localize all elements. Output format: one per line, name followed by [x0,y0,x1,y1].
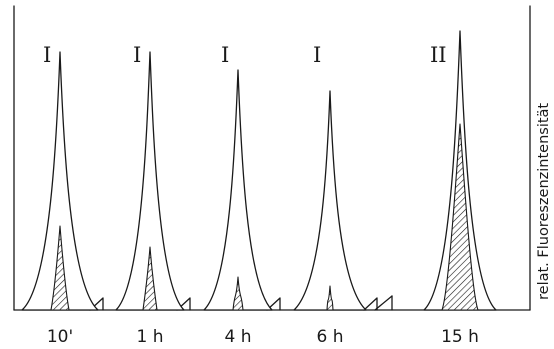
inner-peak-4 [326,285,334,311]
inner-peak-2 [142,246,158,311]
panel-divider-3 [266,297,281,311]
panel-divider-lead-15h [374,295,393,311]
fraction-label-2: I [133,43,141,67]
panels-layer: I 10' I 1 h I 4 h I 6 h II 15 h [13,30,531,347]
inner-peak-5 [441,123,479,311]
time-label-1: 10' [47,327,73,347]
time-label-5: 15 h [441,327,479,347]
peak-outline-2 [115,51,185,311]
inner-peak-1 [50,225,70,311]
peak-outline-4 [293,90,367,311]
time-label-4: 6 h [317,327,344,347]
y-axis-label: relat. Fluoreszenzintensität [536,103,552,300]
fraction-label-5: II [430,43,447,67]
fraction-label-3: I [221,43,229,67]
panel-divider-4 [363,297,378,311]
inner-peak-3 [232,276,244,311]
peak-outline-1 [21,51,99,311]
time-label-3: 4 h [225,327,252,347]
fraction-label-1: I [43,43,51,67]
peak-outline-3 [203,69,273,311]
time-label-2: 1 h [137,327,164,347]
fraction-label-4: I [313,43,321,67]
